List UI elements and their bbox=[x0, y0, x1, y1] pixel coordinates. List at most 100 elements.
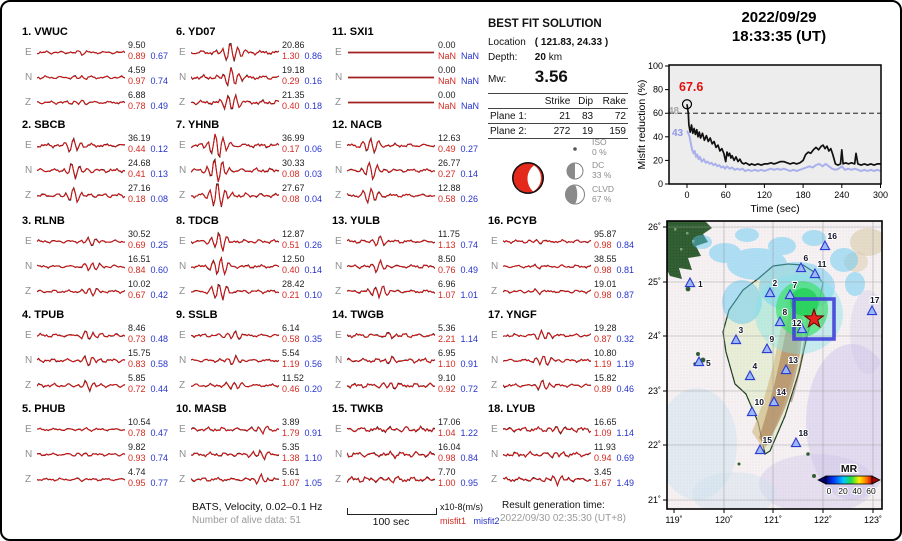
component-label: N bbox=[491, 261, 499, 272]
component-values: 21.35 0.40 0.18 bbox=[282, 90, 328, 112]
waveform-tdcb-z bbox=[191, 283, 279, 301]
peak-amplitude: 5.35 bbox=[282, 442, 300, 452]
station-triangle-11 bbox=[809, 267, 821, 279]
misfit2-value: 0.20 bbox=[304, 384, 323, 394]
peak-amplitude: 12.88 bbox=[438, 183, 461, 193]
location-label: Location bbox=[488, 37, 526, 48]
station-title: 7. YHNB bbox=[176, 119, 220, 131]
station-block-pcyb: 16. PCYB E 95.87 0.98 0.84 N 38.55 0.98 0.81 Z 19.… bbox=[488, 215, 640, 309]
peak-amplitude: 16.65 bbox=[594, 417, 617, 427]
component-row-e: E 95.87 0.98 0.84 bbox=[488, 229, 640, 254]
component-values: 19.01 0.98 0.87 bbox=[594, 279, 640, 301]
peak-amplitude: 26.77 bbox=[438, 158, 461, 168]
svg-text:20: 20 bbox=[838, 486, 848, 496]
component-label: Z bbox=[25, 190, 32, 201]
misfit1-value: 0.17 bbox=[282, 144, 300, 154]
svg-text:25˚: 25˚ bbox=[648, 277, 661, 287]
misfit1-legend-label: misfit1 bbox=[440, 516, 467, 526]
svg-text:0: 0 bbox=[658, 179, 663, 189]
waveform-sbcb-n bbox=[37, 163, 125, 180]
peak-amplitude: 24.68 bbox=[128, 158, 151, 168]
component-row-e: E 36.19 0.44 0.12 bbox=[22, 133, 174, 158]
misfit1-value: 2.21 bbox=[438, 334, 456, 344]
station-triangle-12 bbox=[796, 322, 808, 334]
misfit2-value: 0.46 bbox=[616, 384, 635, 394]
component-row-n: N 4.59 0.97 0.74 bbox=[22, 65, 174, 90]
misfit2-value: 0.18 bbox=[304, 101, 323, 111]
misfit1-value: 1.67 bbox=[594, 478, 612, 488]
component-row-n: N 26.77 0.27 0.14 bbox=[332, 158, 484, 183]
component-row-e: E 30.52 0.69 0.25 bbox=[22, 229, 174, 254]
station-title: 3. RLNB bbox=[22, 215, 65, 227]
misfit2-value: 0.26 bbox=[460, 194, 479, 204]
peak-amplitude: 6.96 bbox=[438, 279, 456, 289]
misfit2-value: 0.91 bbox=[460, 359, 479, 369]
station-block-tpub: 4. TPUB E 8.46 0.73 0.48 N 15.75 0.83 0.58 Z 5.85 0… bbox=[22, 309, 174, 403]
component-label: N bbox=[25, 355, 33, 366]
station-title: 2. SBCB bbox=[22, 119, 66, 131]
clvd-beachball-icon bbox=[565, 184, 585, 205]
component-row-e: E 11.75 1.13 0.74 bbox=[332, 229, 484, 254]
waveform-phub-e bbox=[37, 426, 125, 433]
nodal-plane-table: Strike Dip Rake Plane 1: 21 83 72 Plane … bbox=[488, 93, 628, 139]
component-row-z: Z 6.88 0.78 0.49 bbox=[22, 90, 174, 115]
component-values: 12.63 0.49 0.27 bbox=[438, 133, 484, 155]
station-triangle-9 bbox=[761, 342, 773, 354]
waveform-lyub-z bbox=[503, 474, 591, 488]
waveform-yulb-n bbox=[347, 258, 435, 274]
misfit2-value: 0.67 bbox=[150, 51, 169, 61]
component-values: 27.16 0.18 0.08 bbox=[128, 183, 174, 205]
component-row-e: E 20.86 1.30 0.86 bbox=[176, 40, 328, 65]
misfit2-value: 1.05 bbox=[304, 478, 323, 488]
svg-text:Time (sec): Time (sec) bbox=[750, 203, 799, 215]
peak-amplitude: 30.33 bbox=[282, 158, 305, 168]
component-label: E bbox=[25, 47, 32, 58]
component-row-n: N 30.33 0.08 0.03 bbox=[176, 158, 328, 183]
station-title: 6. YD07 bbox=[176, 26, 216, 38]
svg-text:80: 80 bbox=[653, 85, 663, 95]
component-label: Z bbox=[335, 190, 342, 201]
misfit1-value: 0.29 bbox=[282, 76, 300, 86]
misfit2-value: 0.44 bbox=[150, 384, 169, 394]
time-scale-bar bbox=[347, 508, 437, 515]
misfit1-value: 1.79 bbox=[282, 428, 300, 438]
iso-beachball-icon bbox=[573, 146, 577, 151]
station-triangle-1 bbox=[684, 276, 696, 288]
misfit1-value: 0.72 bbox=[128, 384, 146, 394]
component-row-z: Z 15.82 0.89 0.46 bbox=[488, 373, 640, 398]
station-title: 10. MASB bbox=[176, 403, 227, 415]
component-values: 24.68 0.41 0.13 bbox=[128, 158, 174, 180]
misfit1-value: 0.98 bbox=[594, 240, 612, 250]
waveform-twkb-e bbox=[347, 425, 435, 434]
component-values: 12.87 0.51 0.26 bbox=[282, 229, 328, 251]
waveform-yulb-z bbox=[347, 285, 435, 300]
peak-amplitude: 9.82 bbox=[128, 442, 146, 452]
waveform-sslb-e bbox=[191, 330, 279, 340]
misfit1-value: 0.73 bbox=[128, 334, 146, 344]
plane2-dip: 19 bbox=[582, 125, 594, 137]
svg-text:MR: MR bbox=[841, 463, 858, 475]
peak-amplitude: 16.51 bbox=[128, 254, 151, 264]
waveform-rlnb-e bbox=[37, 235, 125, 247]
misfit2-value: 0.74 bbox=[150, 453, 169, 463]
station-triangle-8 bbox=[774, 315, 786, 327]
component-row-z: Z 11.52 0.46 0.20 bbox=[176, 373, 328, 398]
misfit1-value: 0.89 bbox=[128, 51, 146, 61]
misfit2-value: 0.56 bbox=[304, 359, 323, 369]
component-label: N bbox=[335, 261, 343, 272]
station-number-label: 6 bbox=[804, 253, 809, 263]
peak-amplitude: 95.87 bbox=[594, 229, 617, 239]
component-row-n: N 6.95 1.10 0.91 bbox=[332, 348, 484, 373]
station-block-sbcb: 2. SBCB E 36.19 0.44 0.12 N 24.68 0.41 0.13 Z 27.1… bbox=[22, 119, 174, 213]
station-triangle-3 bbox=[730, 333, 742, 345]
misfit2-value: 0.91 bbox=[304, 428, 323, 438]
station-title: 15. TWKB bbox=[332, 403, 384, 415]
component-label: N bbox=[335, 165, 343, 176]
waveform-twkb-n bbox=[347, 450, 435, 460]
waveform-sxi1-z bbox=[348, 101, 434, 104]
component-row-n: N 10.80 1.19 1.19 bbox=[488, 348, 640, 373]
waveform-vwuc-z bbox=[37, 99, 125, 106]
location-value: ( 121.83, 24.33 ) bbox=[534, 37, 609, 48]
peak-amplitude: 15.75 bbox=[128, 348, 151, 358]
component-row-z: Z 7.70 1.00 0.95 bbox=[332, 467, 484, 492]
